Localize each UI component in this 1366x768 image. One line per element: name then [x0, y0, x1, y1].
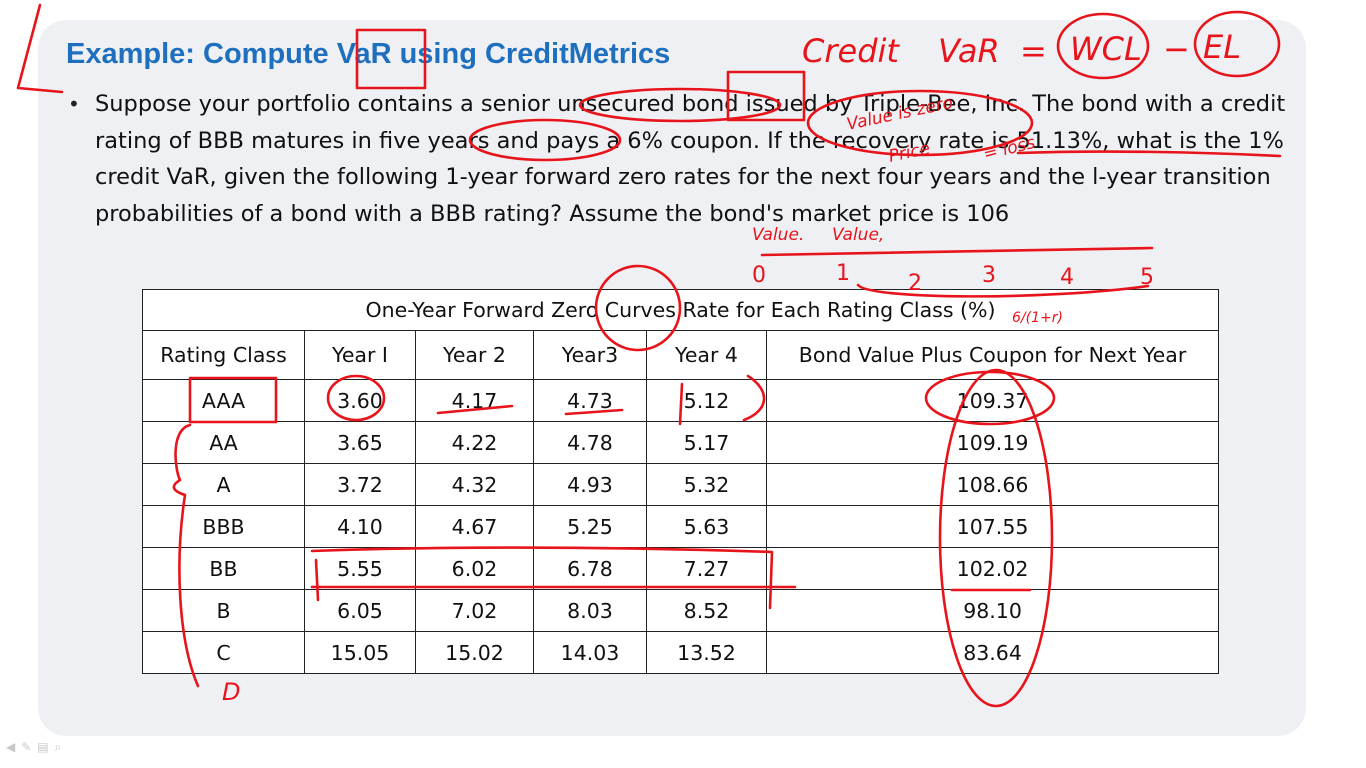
table-row: BB 5.55 6.02 6.78 7.27 102.02: [142, 547, 1220, 590]
table-cell: 5.55: [304, 547, 416, 590]
table-row: AA 3.65 4.22 4.78 5.17 109.19: [142, 421, 1220, 464]
back-icon[interactable]: ◀: [6, 740, 22, 754]
bond-value-cell: 109.37: [765, 379, 1220, 422]
table-cell: 5.32: [646, 463, 767, 506]
bond-value-cell: 102.02: [765, 547, 1220, 590]
table-cell: 4.93: [533, 463, 647, 506]
bond-value-cell: 83.64: [765, 631, 1220, 674]
bond-value-cell: 98.10: [765, 589, 1220, 632]
table-cell: 8.52: [646, 589, 767, 632]
problem-statement: Suppose your portfolio contains a senior…: [95, 91, 1286, 227]
table-row: B 6.05 7.02 8.03 8.52 98.10: [142, 589, 1220, 632]
table-cell: 13.52: [646, 631, 767, 674]
table-cell: 4.32: [415, 463, 534, 506]
table-header-row: Rating Class Year I Year 2 Year3 Year 4 …: [142, 330, 1220, 380]
table-cell: 4.10: [304, 505, 416, 548]
rating-cell: BB: [142, 547, 305, 590]
column-header: Year 4: [646, 330, 767, 380]
bond-value-cell: 107.55: [765, 505, 1220, 548]
bond-value-cell: 109.19: [765, 421, 1220, 464]
table-cell: 4.67: [415, 505, 534, 548]
table-cell: 4.78: [533, 421, 647, 464]
table-row: BBB 4.10 4.67 5.25 5.63 107.55: [142, 505, 1220, 548]
table-cell: 5.63: [646, 505, 767, 548]
rating-cell: AA: [142, 421, 305, 464]
table-cell: 6.78: [533, 547, 647, 590]
slide-title: Example: Compute VaR using CreditMetrics: [66, 38, 671, 70]
pen-icon[interactable]: ✎: [21, 740, 38, 754]
table-cell: 3.65: [304, 421, 416, 464]
table-row: AAA 3.60 4.17 4.73 5.12 109.37: [142, 379, 1220, 422]
rating-cell: B: [142, 589, 305, 632]
column-header: Year I: [304, 330, 416, 380]
table-cell: 14.03: [533, 631, 647, 674]
column-header: Year3: [533, 330, 647, 380]
table-cell: 3.72: [304, 463, 416, 506]
table-caption: One-Year Forward Zero Curves Rate for Ea…: [141, 289, 1220, 331]
table-row: C 15.05 15.02 14.03 13.52 83.64: [142, 631, 1220, 674]
table-cell: 6.05: [304, 589, 416, 632]
table-cell: 15.02: [415, 631, 534, 674]
table-cell: 5.17: [646, 421, 767, 464]
player-controls[interactable]: ◀✎▤⌕: [6, 740, 67, 755]
slides-icon[interactable]: ▤: [37, 740, 55, 754]
rating-cell: A: [142, 463, 305, 506]
table-cell: 15.05: [304, 631, 416, 674]
zoom-icon[interactable]: ⌕: [54, 740, 68, 754]
column-header: Bond Value Plus Coupon for Next Year: [765, 330, 1220, 380]
bond-value-cell: 108.66: [765, 463, 1220, 506]
table-cell: 3.60: [304, 379, 416, 422]
bullet-marker: •: [68, 92, 80, 116]
table-cell: 4.22: [415, 421, 534, 464]
table-cell: 5.12: [646, 379, 767, 422]
rating-cell: AAA: [142, 379, 305, 422]
rating-cell: C: [142, 631, 305, 674]
column-header: Rating Class: [142, 330, 305, 380]
column-header: Year 2: [415, 330, 534, 380]
table-cell: 4.73: [533, 379, 647, 422]
forward-rates-table: One-Year Forward Zero Curves Rate for Ea…: [141, 289, 1220, 674]
table-cell: 8.03: [533, 589, 647, 632]
rating-cell: BBB: [142, 505, 305, 548]
table-cell: 4.17: [415, 379, 534, 422]
table-cell: 7.27: [646, 547, 767, 590]
table-row: A 3.72 4.32 4.93 5.32 108.66: [142, 463, 1220, 506]
table-cell: 5.25: [533, 505, 647, 548]
table-cell: 7.02: [415, 589, 534, 632]
table-cell: 6.02: [415, 547, 534, 590]
